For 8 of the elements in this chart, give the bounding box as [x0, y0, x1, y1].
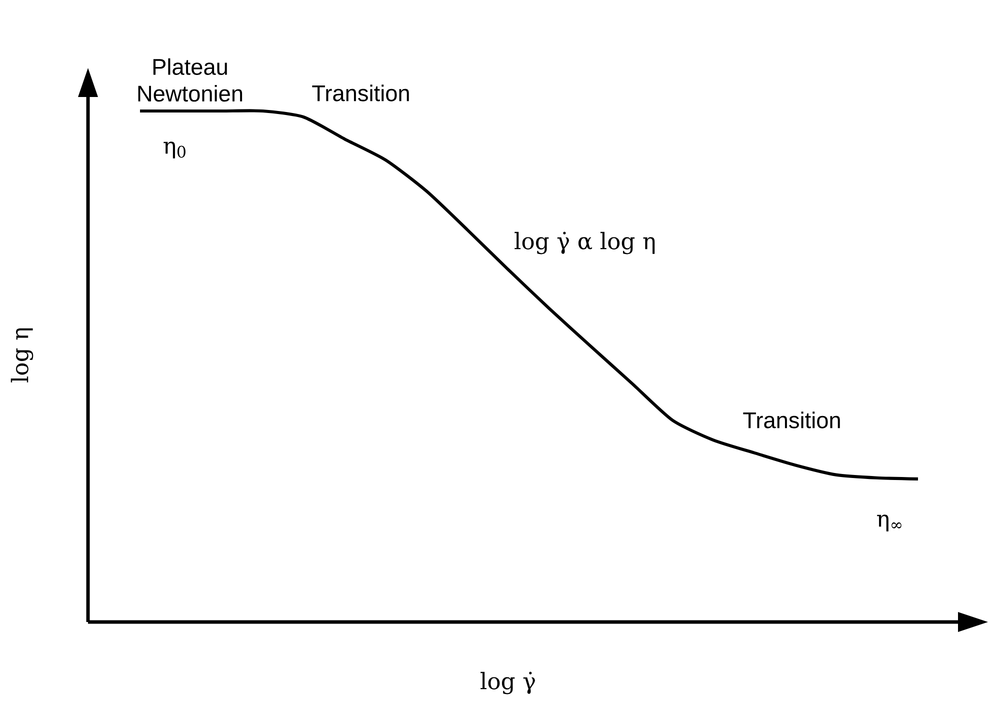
annotation: Transition — [743, 412, 840, 428]
y-axis-title: log η — [10, 328, 34, 382]
text: Transition — [312, 84, 409, 102]
x-axis-title: log γ̇ — [480, 672, 535, 694]
annotation: log γ̇ α log η — [514, 232, 655, 254]
annotation: η$_{0}$ — [164, 142, 186, 158]
annotation: η$_{∞}$ — [877, 514, 902, 532]
text: Plateau Newtonien — [138, 58, 242, 102]
